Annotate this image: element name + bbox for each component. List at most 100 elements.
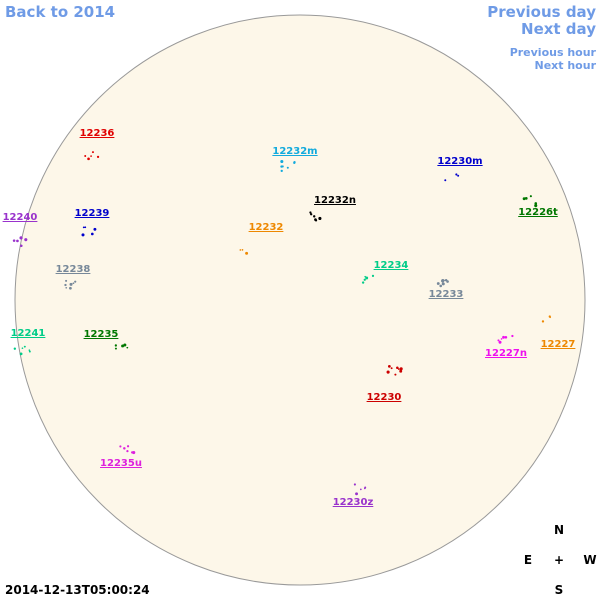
- sunspot: [386, 370, 390, 374]
- compass-center: +: [554, 553, 564, 567]
- sunspot: [280, 159, 284, 164]
- sunspot: [441, 282, 445, 286]
- sunspot: [394, 373, 397, 376]
- region-label[interactable]: 12226t: [518, 207, 558, 218]
- sunspot: [534, 204, 538, 208]
- sunspot: [390, 367, 393, 370]
- region-label[interactable]: 12232n: [314, 195, 356, 206]
- sunspot: [23, 345, 26, 348]
- sunspot: [399, 367, 403, 371]
- sunspot: [16, 239, 19, 243]
- sunspot: [441, 279, 445, 283]
- sunspot: [132, 450, 136, 455]
- region-label[interactable]: 12230: [367, 392, 402, 403]
- region-label[interactable]: 12234: [374, 260, 409, 271]
- region-label[interactable]: 12227: [541, 339, 576, 350]
- sunspot: [399, 369, 403, 373]
- region-labels: 12236 12232m 12230m 12232n 12226t 12240 12239 1…: [3, 128, 576, 508]
- sunspot: [549, 316, 551, 319]
- sunspot: [436, 282, 440, 285]
- sunspot: [84, 154, 87, 157]
- sunspot: [314, 219, 318, 222]
- sunspot: [12, 239, 16, 242]
- sunspot: [90, 155, 92, 157]
- next-hour-link[interactable]: Next hour: [535, 59, 597, 72]
- compass-north: N: [554, 523, 564, 537]
- sunspot: [397, 368, 400, 370]
- sunspot: [19, 352, 23, 356]
- sunspot: [361, 281, 365, 284]
- region-label[interactable]: 12233: [429, 289, 464, 300]
- sunspot: [286, 166, 289, 169]
- sunspot: [364, 486, 367, 489]
- sunspot: [444, 179, 447, 182]
- timestamp: 2014-12-13T05:00:24: [5, 583, 150, 597]
- region-label[interactable]: 12238: [56, 264, 91, 275]
- sunspot: [500, 338, 503, 340]
- region-label[interactable]: 12239: [75, 208, 110, 219]
- sunspot: [524, 196, 528, 200]
- sunspot: [69, 286, 72, 290]
- sunspot: [96, 155, 100, 159]
- sunspot: [72, 282, 75, 285]
- sunspot: [24, 238, 28, 242]
- sunspot: [81, 233, 85, 237]
- sunspot: [84, 226, 87, 229]
- sunspot: [90, 232, 94, 236]
- sunspot: [444, 279, 447, 282]
- region-label[interactable]: 12241: [11, 328, 46, 339]
- region-label[interactable]: 12230m: [437, 156, 482, 167]
- sunspot: [280, 169, 283, 173]
- sunspot: [123, 343, 127, 347]
- region-label[interactable]: 12235u: [100, 458, 142, 469]
- region-label[interactable]: 12240: [3, 212, 38, 223]
- sunspot: [82, 226, 85, 229]
- sunspot: [87, 157, 90, 161]
- sunspot: [396, 366, 399, 370]
- sunspot: [387, 364, 391, 368]
- sunspot: [241, 249, 244, 251]
- next-day-link[interactable]: Next day: [521, 20, 596, 38]
- sunspot: [309, 211, 312, 214]
- sunspot: [359, 488, 362, 491]
- sunspot: [446, 280, 449, 283]
- sunspot: [504, 335, 508, 339]
- sunspot: [20, 244, 23, 247]
- sunspot: [28, 350, 31, 353]
- region-label[interactable]: 12232: [249, 222, 284, 233]
- sunspot: [239, 249, 242, 251]
- sunspot: [91, 151, 94, 154]
- sunspot: [65, 286, 68, 289]
- sunspot: [455, 173, 458, 176]
- sunspot: [363, 278, 366, 281]
- sunspots: [12, 151, 551, 496]
- sunspot: [126, 445, 130, 448]
- sunspot: [123, 447, 126, 450]
- region-label[interactable]: 12236: [80, 128, 115, 139]
- previous-day-link[interactable]: Previous day: [487, 3, 596, 21]
- sunspot: [114, 344, 117, 347]
- sunspot: [293, 161, 296, 165]
- region-label[interactable]: 12230z: [333, 497, 374, 508]
- sunspot: [93, 227, 97, 231]
- sunspot: [245, 251, 249, 255]
- sunspot: [69, 282, 73, 286]
- sunspot: [19, 236, 23, 240]
- back-link[interactable]: Back to 2014: [5, 3, 115, 21]
- previous-hour-link[interactable]: Previous hour: [510, 46, 597, 59]
- sunspot: [541, 320, 545, 323]
- sunspot: [364, 275, 366, 278]
- compass-east: E: [524, 553, 532, 567]
- sunspot: [65, 279, 68, 282]
- sunspot: [281, 165, 284, 168]
- sunspot: [64, 283, 67, 287]
- region-label[interactable]: 12232m: [272, 146, 317, 157]
- sunspot: [126, 346, 129, 349]
- solar-disk: [14, 14, 586, 586]
- region-label[interactable]: 12235: [84, 329, 119, 340]
- sunspot: [119, 445, 122, 448]
- sunspot: [497, 339, 500, 342]
- sunspot: [365, 276, 369, 280]
- region-label[interactable]: 12227n: [485, 348, 527, 359]
